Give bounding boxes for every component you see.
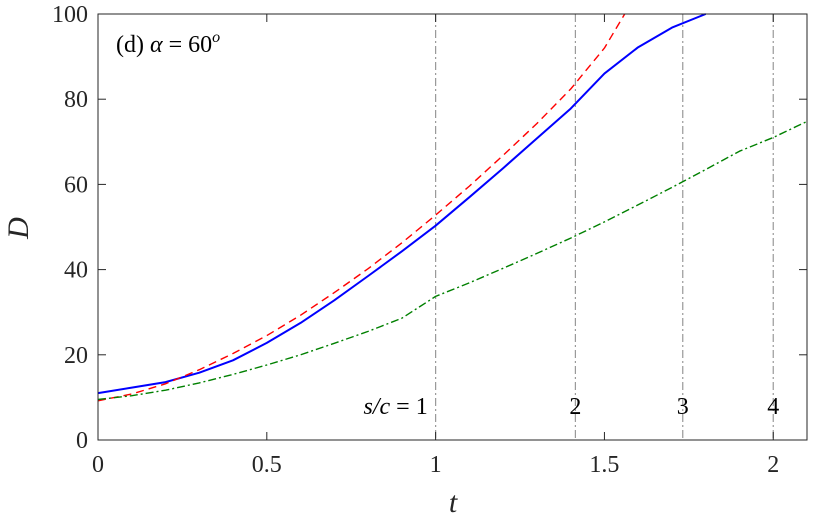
y-tick-label: 80: [64, 87, 88, 113]
vline-label-2: 3: [677, 394, 689, 420]
series-line-1: [97, 13, 626, 402]
series-line-2: [97, 120, 808, 401]
y-tick-label: 100: [52, 2, 88, 28]
plot-area: [98, 14, 807, 440]
x-tick-label: 1: [430, 452, 442, 478]
x-tick-label: 2: [767, 452, 779, 478]
y-tick-label: 0: [76, 428, 88, 454]
axes-frame: [97, 13, 808, 441]
series-group: [97, 13, 808, 402]
vline-label-0: s/c = 1: [364, 394, 428, 420]
y-tick-label: 60: [64, 172, 88, 198]
panel-label: (d) α = 60o: [116, 29, 220, 58]
x-axis-label: t: [449, 486, 458, 518]
x-tick-label: 1.5: [589, 452, 619, 478]
y-tick-label: 20: [64, 343, 88, 369]
x-tick-label: 0.5: [252, 452, 282, 478]
vline-label-3: 4: [767, 394, 779, 420]
axes: [97, 13, 808, 441]
vline-label-1: 2: [569, 394, 581, 420]
plot-background: [98, 14, 807, 440]
x-tick-label: 0: [92, 452, 104, 478]
annotations: (d) α = 60o s/c = 1 2 3 4: [116, 29, 779, 420]
reference-lines: [435, 14, 774, 440]
y-tick-label: 40: [64, 258, 88, 284]
series-line-0: [97, 13, 707, 395]
y-axis-label: D: [2, 217, 35, 240]
